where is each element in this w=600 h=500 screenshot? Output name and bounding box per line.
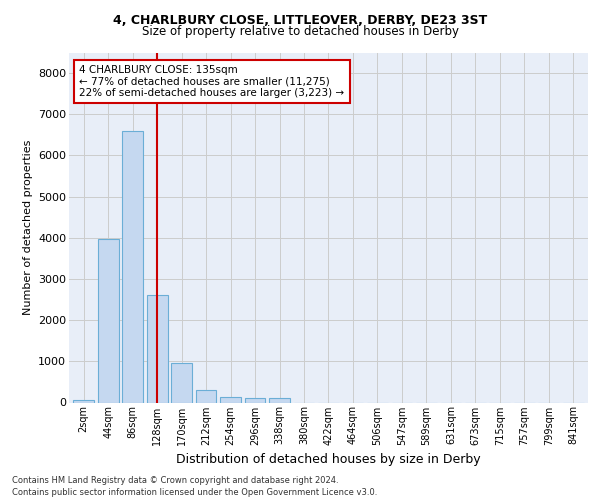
Y-axis label: Number of detached properties: Number of detached properties <box>23 140 32 315</box>
Text: Contains HM Land Registry data © Crown copyright and database right 2024.: Contains HM Land Registry data © Crown c… <box>12 476 338 485</box>
Text: Size of property relative to detached houses in Derby: Size of property relative to detached ho… <box>142 25 458 38</box>
Bar <box>245 398 265 402</box>
Text: Contains public sector information licensed under the Open Government Licence v3: Contains public sector information licen… <box>12 488 377 497</box>
Bar <box>122 130 143 402</box>
Text: 4 CHARLBURY CLOSE: 135sqm
← 77% of detached houses are smaller (11,275)
22% of s: 4 CHARLBURY CLOSE: 135sqm ← 77% of detac… <box>79 64 344 98</box>
Bar <box>196 390 217 402</box>
Bar <box>147 294 167 403</box>
X-axis label: Distribution of detached houses by size in Derby: Distribution of detached houses by size … <box>176 453 481 466</box>
Bar <box>73 400 94 402</box>
Bar <box>269 398 290 402</box>
Bar <box>171 363 192 403</box>
Bar <box>220 397 241 402</box>
Text: 4, CHARLBURY CLOSE, LITTLEOVER, DERBY, DE23 3ST: 4, CHARLBURY CLOSE, LITTLEOVER, DERBY, D… <box>113 14 487 27</box>
Bar <box>98 238 119 402</box>
